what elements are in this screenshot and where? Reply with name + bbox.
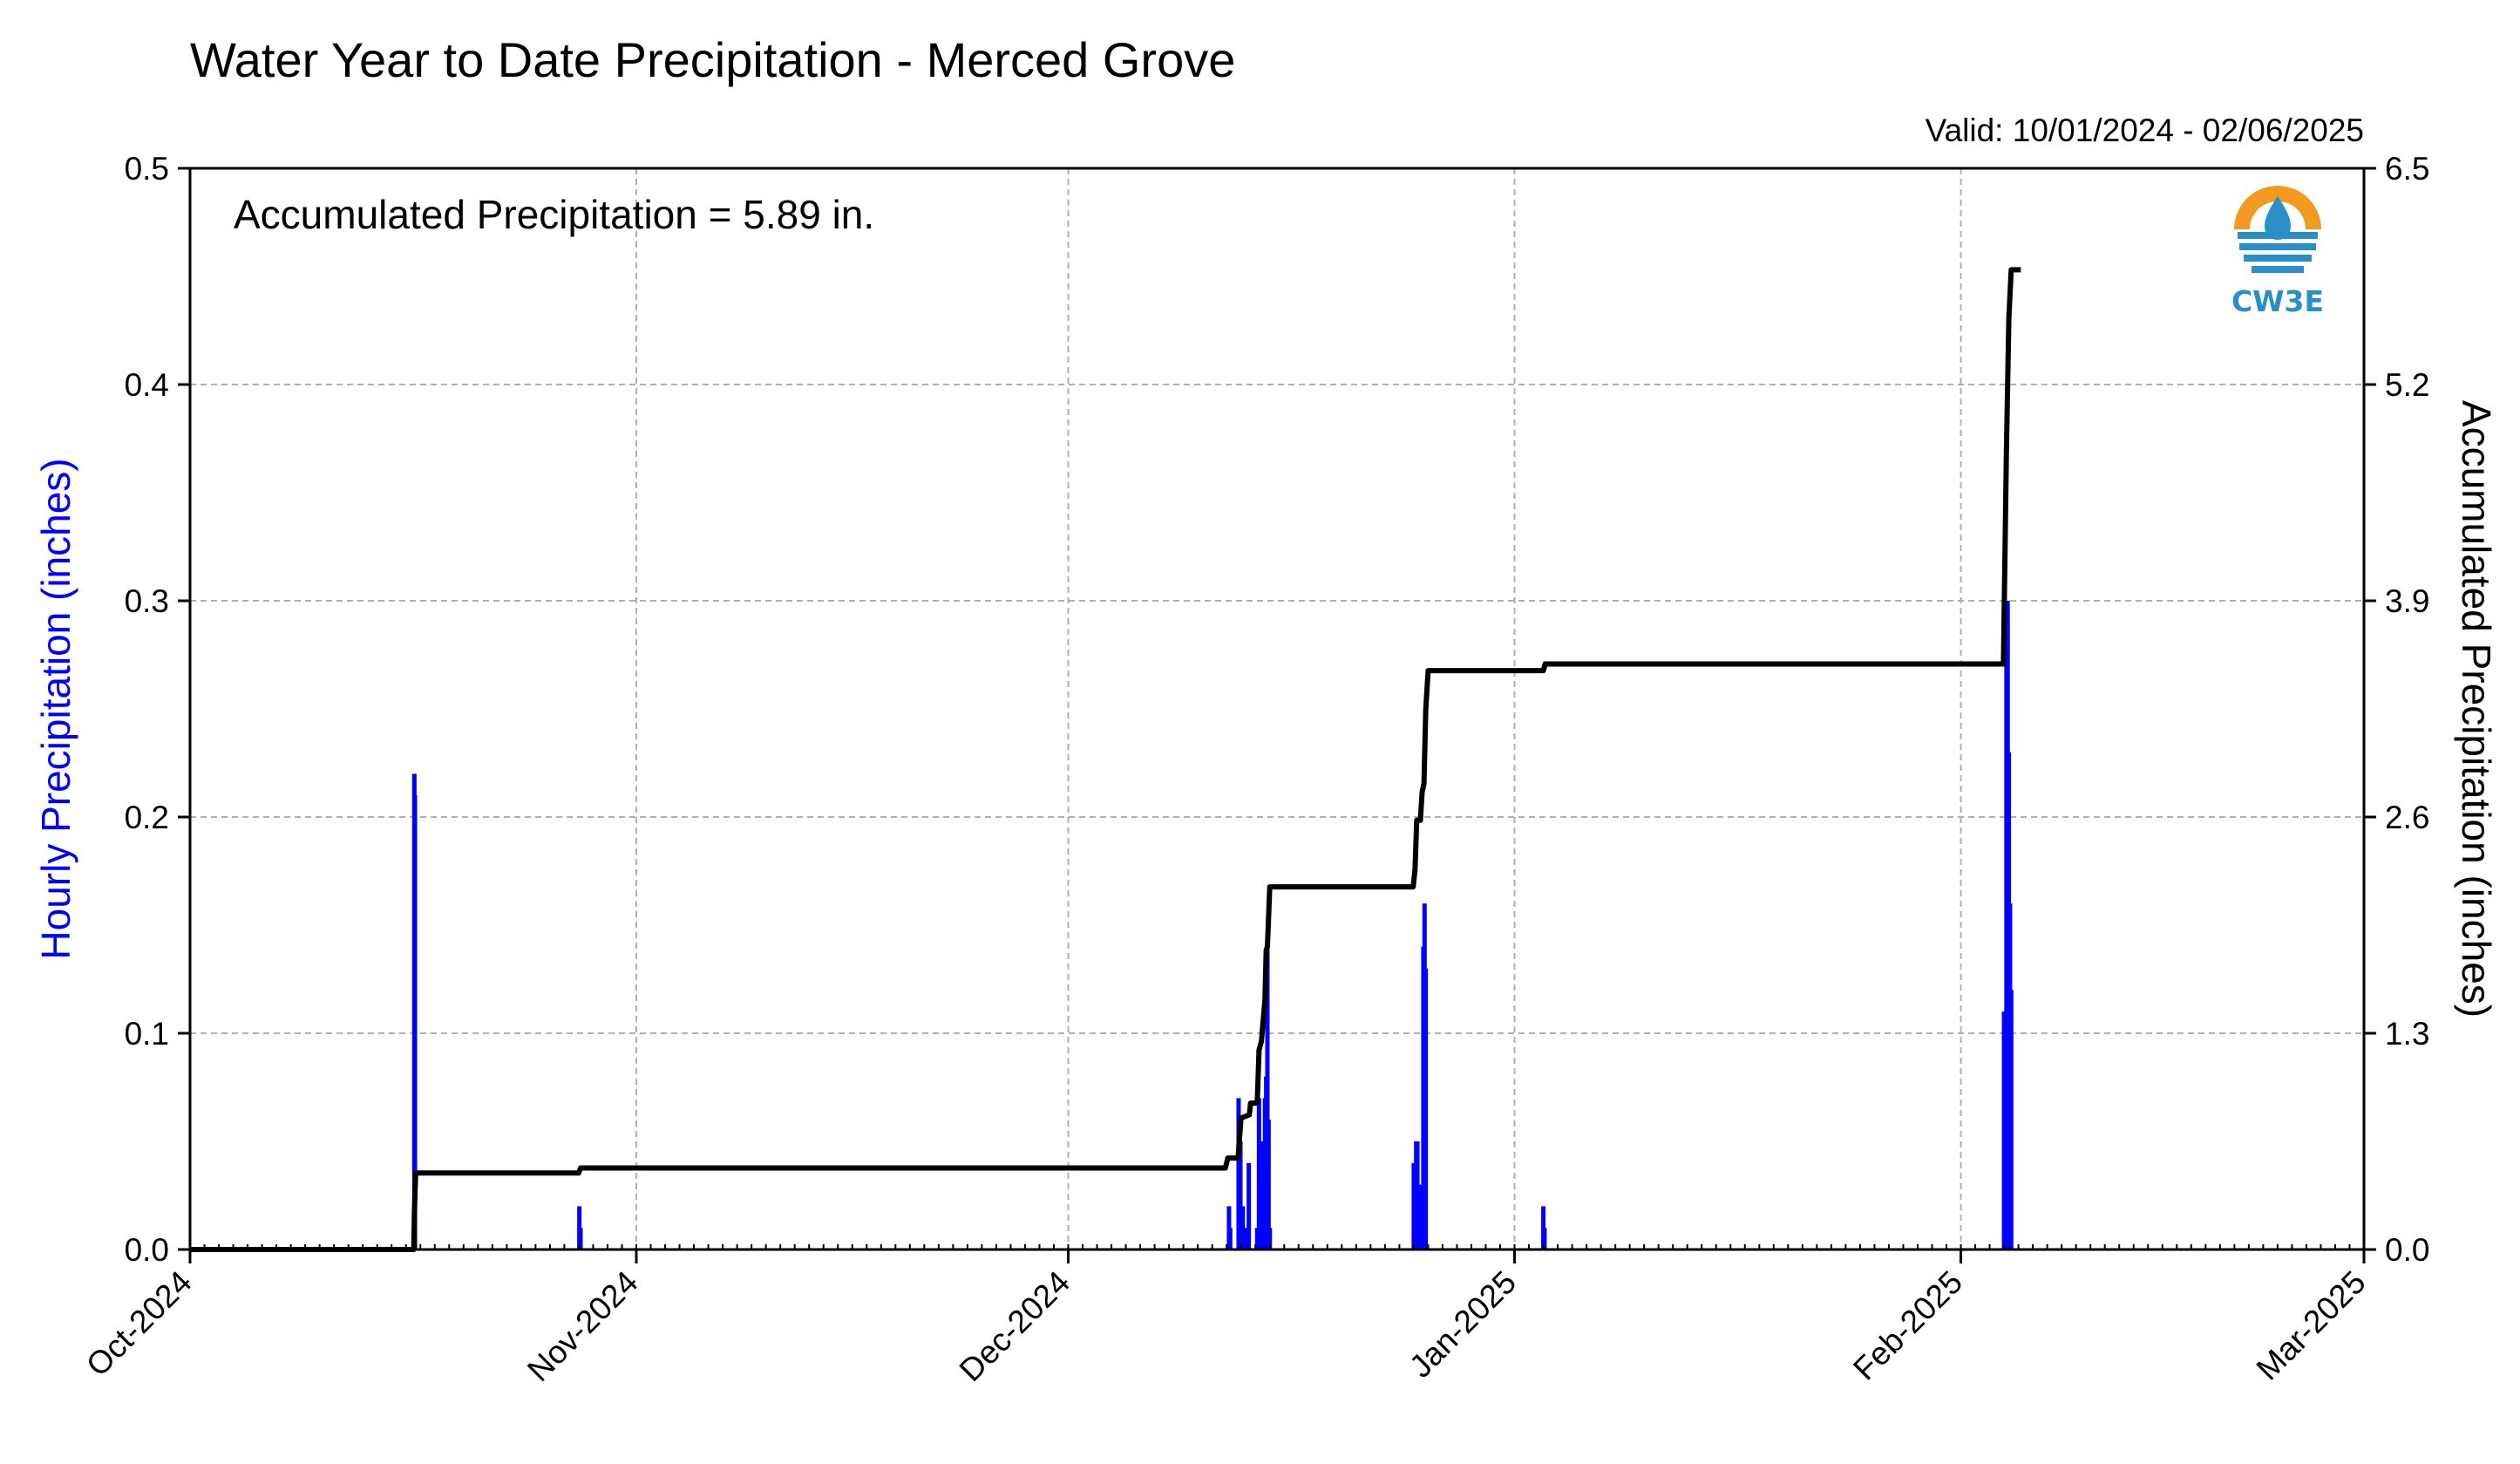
y-left-tick-label: 0.2 (125, 800, 169, 835)
hourly-bar (1423, 968, 1429, 1250)
hourly-bar (1542, 1228, 1547, 1250)
y-left-tick-label: 0.4 (125, 367, 169, 403)
x-axis: Oct-2024 Nov-2024 Dec-2024 Jan-2025 Feb-2025… (79, 1244, 2373, 1388)
y-right-tick-label: 6.5 (2385, 151, 2429, 187)
cw3e-logo: CW3E (2231, 186, 2324, 318)
x-tick-label: Feb-2025 (1846, 1264, 1969, 1387)
chart-title: Water Year to Date Precipitation - Merce… (190, 32, 1235, 87)
hourly-bar (1265, 946, 1270, 1250)
accumulated-annotation: Accumulated Precipitation = 5.89 in. (234, 192, 874, 237)
y-right-tick-label: 3.9 (2385, 583, 2429, 619)
hourly-bar (1238, 1141, 1243, 1250)
y-left-tick-label: 0.5 (125, 151, 169, 187)
x-tick-label: Nov-2024 (520, 1264, 644, 1388)
y-right-tick-label: 2.6 (2385, 800, 2429, 835)
hourly-bar (1417, 1184, 1423, 1250)
hourly-bar (1227, 1228, 1233, 1250)
right-y-axis: 0.0 1.3 2.6 3.9 5.2 6.5 (2364, 151, 2429, 1268)
water-drop-icon (2265, 196, 2291, 240)
y-left-tick-label: 0.3 (125, 583, 169, 619)
y-right-tick-label: 5.2 (2385, 367, 2429, 403)
hourly-bar (2008, 990, 2014, 1250)
x-tick-label: Dec-2024 (953, 1264, 1077, 1388)
hourly-bar (1240, 1206, 1246, 1250)
y-right-tick-label: 0.0 (2385, 1232, 2429, 1268)
y-right-tick-label: 1.3 (2385, 1016, 2429, 1052)
y-axis-label-left: Hourly Precipitation (inches) (33, 458, 78, 959)
x-tick-label: Mar-2025 (2250, 1264, 2373, 1387)
hourly-bar (412, 795, 418, 1250)
hourly-bars (411, 601, 2014, 1250)
left-y-axis: 0.0 0.1 0.2 0.3 0.4 0.5 (125, 151, 190, 1268)
x-tick-label: Oct-2024 (79, 1264, 199, 1384)
x-tick-label: Jan-2025 (1403, 1264, 1523, 1385)
hourly-bar (1256, 1098, 1261, 1250)
y-left-tick-label: 0.0 (125, 1232, 169, 1268)
valid-date-range: Valid: 10/01/2024 - 02/06/2025 (1926, 112, 2364, 148)
y-left-tick-label: 0.1 (125, 1016, 169, 1052)
hourly-bar (1411, 1162, 1416, 1250)
hourly-bar (2001, 1011, 2007, 1250)
hourly-bar (1415, 1141, 1420, 1250)
hourly-bar (1267, 1228, 1273, 1250)
plot-frame (188, 167, 2366, 1251)
logo-text: CW3E (2231, 284, 2324, 318)
grid-lines (190, 168, 2364, 1250)
hourly-bar (1266, 1120, 1271, 1250)
hourly-bar (1243, 1228, 1248, 1250)
accumulated-line (190, 267, 2021, 1252)
y-axis-label-right: Accumulated Precipitation (inches) (2454, 400, 2499, 1018)
hourly-bar (578, 1228, 583, 1250)
hourly-bar (1246, 1162, 1252, 1250)
